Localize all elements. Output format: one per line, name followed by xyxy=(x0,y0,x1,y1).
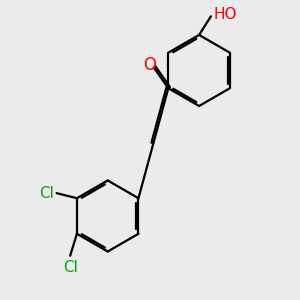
Text: O: O xyxy=(143,56,156,74)
Text: Cl: Cl xyxy=(63,260,78,275)
Text: Cl: Cl xyxy=(39,186,54,201)
Text: HO: HO xyxy=(214,8,237,22)
